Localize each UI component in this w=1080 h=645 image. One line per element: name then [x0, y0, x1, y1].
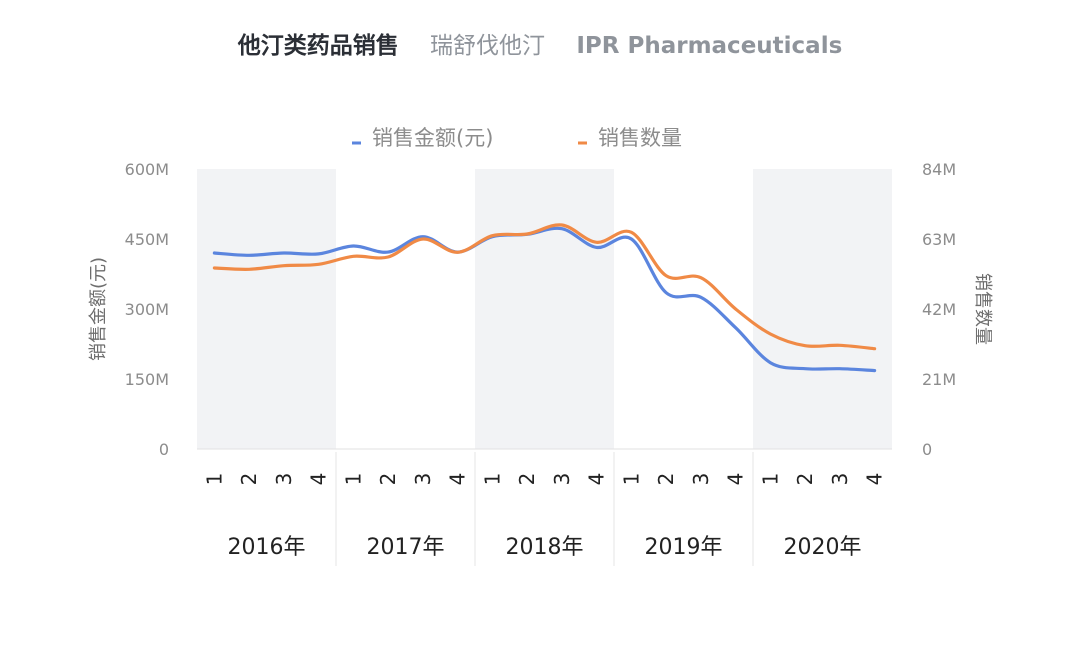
x-quarter-label: 3	[828, 473, 852, 486]
legend-label-1: 销售金额(元)	[372, 126, 493, 150]
year-band-3	[475, 169, 614, 449]
x-quarter-label: 4	[863, 473, 887, 486]
x-quarter-label: 2	[654, 473, 678, 486]
x-quarter-label: 4	[307, 473, 331, 486]
x-quarter-label: 3	[689, 473, 713, 486]
y-right-tick-label: 63M	[922, 230, 956, 249]
x-quarter-label: 3	[411, 473, 435, 486]
y-left-axis-title: 销售金额(元)	[88, 257, 109, 361]
x-quarter-label: 3	[272, 473, 296, 486]
x-quarter-label: 1	[202, 473, 226, 486]
y-left-tick-label: 300M	[125, 300, 169, 319]
chart-subtitle: 瑞舒伐他汀	[430, 33, 546, 59]
x-year-label: 2020年	[784, 535, 862, 560]
chart-title: 他汀类药品销售	[237, 33, 399, 59]
y-left-tick-label: 450M	[125, 230, 169, 249]
x-quarter-label: 4	[724, 473, 748, 486]
year-band-1	[197, 169, 336, 449]
legend-label-2: 销售数量	[598, 126, 682, 150]
x-quarter-label: 1	[619, 473, 643, 486]
x-quarter-label: 2	[515, 473, 539, 486]
x-quarter-label: 2	[793, 473, 817, 486]
company-name: IPR Pharmaceuticals	[576, 33, 843, 59]
x-quarter-label: 4	[446, 473, 470, 486]
y-right-tick-label: 0	[922, 440, 932, 459]
y-right-tick-label: 21M	[922, 370, 956, 389]
series-line-1	[212, 226, 877, 373]
y-left-tick-label: 600M	[125, 160, 169, 179]
x-quarter-label: 2	[237, 473, 261, 486]
x-year-label: 2018年	[506, 535, 584, 560]
x-quarter-label: 3	[550, 473, 574, 486]
chart-header: 他汀类药品销售 瑞舒伐他汀 IPR Pharmaceuticals	[0, 26, 1080, 60]
y-right-axis-title: 销售数量	[972, 273, 993, 345]
y-left-tick-label: 150M	[125, 370, 169, 389]
x-quarter-label: 1	[480, 473, 504, 486]
x-year-label: 2019年	[645, 535, 723, 560]
y-left-tick-label: 0	[159, 440, 169, 459]
x-quarter-label: 2	[376, 473, 400, 486]
y-right-tick-label: 42M	[922, 300, 956, 319]
x-quarter-label: 1	[758, 473, 782, 486]
y-right-tick-label: 84M	[922, 160, 956, 179]
series-line-2	[212, 223, 877, 351]
x-quarter-label: 4	[585, 473, 609, 486]
x-year-label: 2017年	[367, 535, 445, 560]
year-band-5	[753, 169, 892, 449]
x-quarter-label: 1	[341, 473, 365, 486]
x-year-label: 2016年	[228, 535, 306, 560]
